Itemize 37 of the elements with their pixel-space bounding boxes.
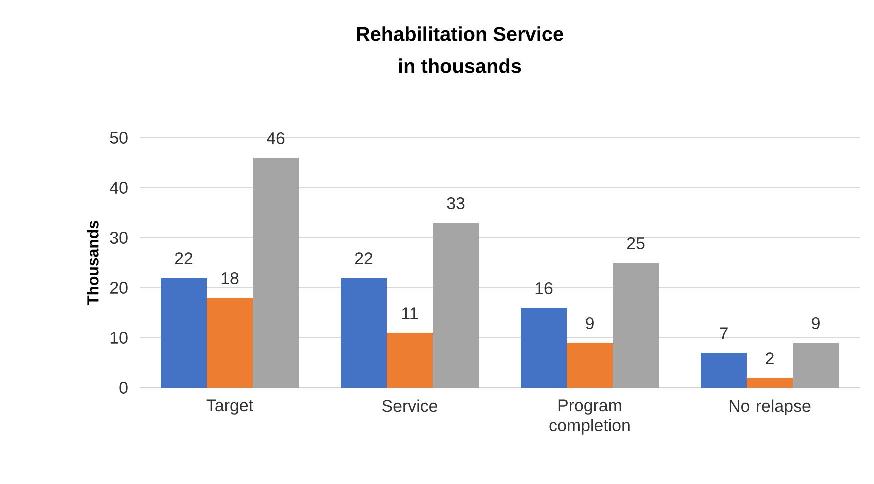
bar <box>207 298 254 388</box>
data-label: 33 <box>447 197 465 210</box>
data-label: 9 <box>586 317 594 330</box>
bar <box>161 278 208 388</box>
bar <box>521 308 568 388</box>
data-label: 22 <box>175 252 193 264</box>
data-label: 16 <box>536 282 553 294</box>
data-label: 7 <box>720 328 728 340</box>
y-tick-label: 20 <box>110 282 128 294</box>
x-tick-label: Target <box>206 400 254 415</box>
y-tick-label: 10 <box>110 332 128 344</box>
bar <box>613 262 660 388</box>
y-tick-label: 0 <box>120 382 128 394</box>
data-label: 46 <box>266 132 285 144</box>
y-axis-title: Thousands <box>87 221 99 306</box>
y-tick-label: 40 <box>110 182 128 194</box>
bar <box>433 222 480 388</box>
data-label: 18 <box>222 272 239 284</box>
data-label: 25 <box>627 237 645 250</box>
y-tick-label: 50 <box>110 132 128 144</box>
data-label: 22 <box>355 252 373 264</box>
bar <box>567 342 614 388</box>
bar <box>341 278 388 388</box>
chart-title: Rehabilitation Service <box>357 26 564 42</box>
bar <box>253 158 300 388</box>
bar <box>747 378 794 388</box>
bar <box>793 342 840 388</box>
data-label: 9 <box>812 317 820 330</box>
y-tick-label: 30 <box>110 232 128 244</box>
x-tick-label: Service <box>382 400 438 412</box>
data-label: 11 <box>402 308 418 320</box>
bar <box>701 352 748 388</box>
chart-subtitle: in thousands <box>399 58 522 74</box>
x-tick-label: No relapse <box>730 400 811 416</box>
x-tick-label: Program completion <box>550 400 630 435</box>
data-label: 2 <box>766 352 774 364</box>
bar <box>387 332 434 388</box>
